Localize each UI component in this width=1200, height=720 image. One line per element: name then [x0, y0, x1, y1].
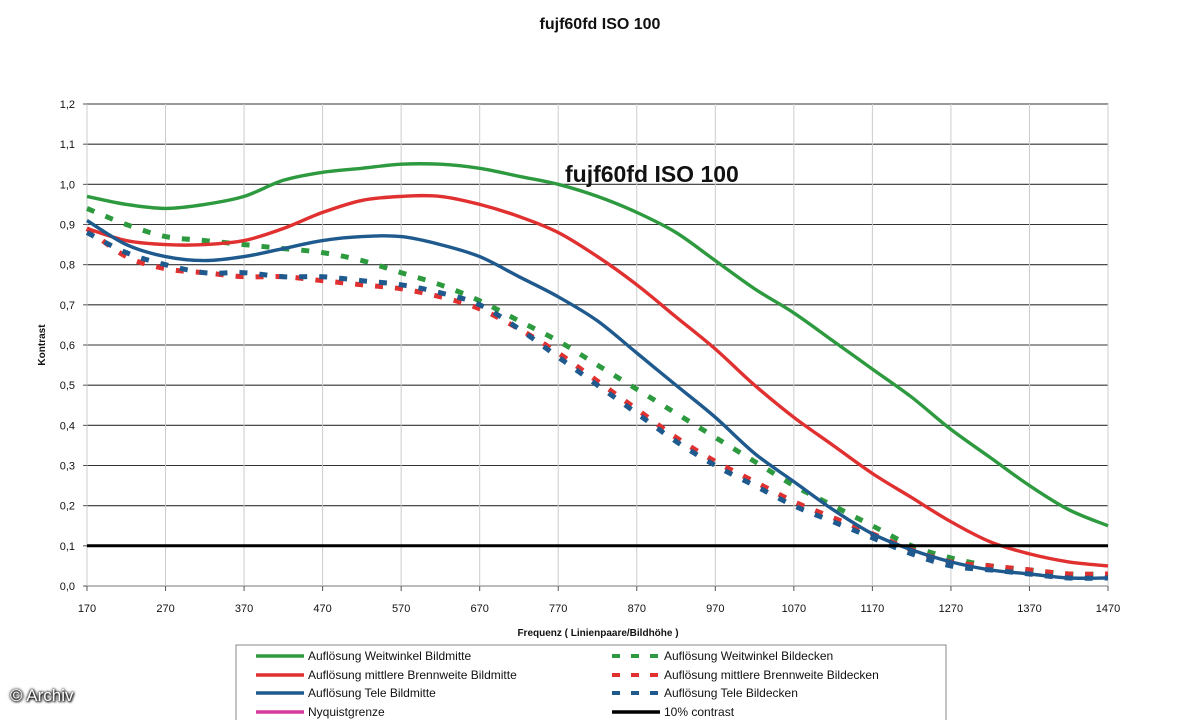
- x-tick-label: 570: [392, 603, 410, 615]
- legend-label: Auflösung Weitwinkel Bildmitte: [308, 649, 472, 663]
- y-tick-label: 0,0: [60, 581, 75, 593]
- series-line-5: [85, 230, 1109, 581]
- x-tick-label: 470: [313, 603, 331, 615]
- series-line-4: [85, 226, 1109, 577]
- x-tick-label: 770: [549, 603, 567, 615]
- x-tick-label: 670: [471, 603, 489, 615]
- legend: Auflösung Weitwinkel Bildmitte Auflösung …: [235, 644, 947, 720]
- legend-label: Auflösung Tele Bildmitte: [308, 686, 436, 700]
- x-tick-label: 1270: [939, 603, 963, 615]
- series-line-1: [86, 193, 1109, 568]
- x-tick-label: 270: [156, 603, 174, 615]
- legend-label: Auflösung mittlere Brennweite Bildmitte: [308, 668, 517, 682]
- series-layer: [85, 162, 1109, 581]
- y-axis-ticks: 0,0 0,1 0,2 0,3 0,4 0,5 0,6 0,7 0,8 0,9 1,0 1,1 1,2: [60, 99, 87, 593]
- y-tick-label: 0,7: [60, 300, 75, 312]
- x-tick-label: 370: [235, 603, 253, 615]
- y-axis-label: Kontrast: [37, 324, 48, 366]
- y-tick-label: 0,6: [60, 340, 75, 352]
- y-tick-label: 0,9: [60, 220, 75, 232]
- x-axis-ticks: 170 270 370 470 570 670 770 870 970 1070 1170 1270 1…: [78, 586, 1120, 615]
- x-axis-label: Frequenz ( Linienpaare/Bildhöhe ): [517, 628, 678, 639]
- x-tick-label: 970: [706, 603, 724, 615]
- series-line-0: [86, 162, 1109, 528]
- legend-box: [235, 644, 947, 720]
- y-tick-label: 1,2: [60, 99, 75, 111]
- x-tick-label: 1070: [782, 603, 806, 615]
- y-tick-label: 0,4: [60, 420, 75, 432]
- x-tick-label: 1470: [1096, 603, 1120, 615]
- y-tick-label: 0,5: [60, 380, 75, 392]
- y-tick-label: 0,3: [60, 461, 75, 473]
- y-tick-label: 0,1: [60, 541, 75, 553]
- legend-label: 10% contrast: [664, 705, 735, 719]
- x-tick-label: 170: [78, 603, 96, 615]
- archive-credit: © Archiv: [10, 686, 74, 705]
- legend-label: Nyquistgrenze: [308, 705, 385, 719]
- y-tick-label: 0,2: [60, 501, 75, 513]
- y-tick-label: 1,0: [60, 179, 75, 191]
- legend-label: Auflösung mittlere Brennweite Bildecken: [664, 668, 879, 682]
- x-tick-label: 1370: [1017, 603, 1041, 615]
- series-line-2: [86, 219, 1109, 580]
- legend-label: Auflösung Weitwinkel Bildecken: [664, 649, 833, 663]
- legend-label: Auflösung Tele Bildecken: [664, 686, 798, 700]
- inner-chart-title: fujf60fd ISO 100: [565, 161, 739, 187]
- y-tick-label: 1,1: [60, 139, 75, 151]
- series-line-3: [86, 206, 1109, 577]
- chart-title: fujf60fd ISO 100: [540, 16, 661, 33]
- plot-area: 0,00,10,20,30,40,50,60,70,80,91,01,11,2 …: [60, 99, 1121, 615]
- x-tick-label: 870: [628, 603, 646, 615]
- y-tick-label: 0,8: [60, 260, 75, 272]
- x-tick-label: 1170: [861, 603, 885, 615]
